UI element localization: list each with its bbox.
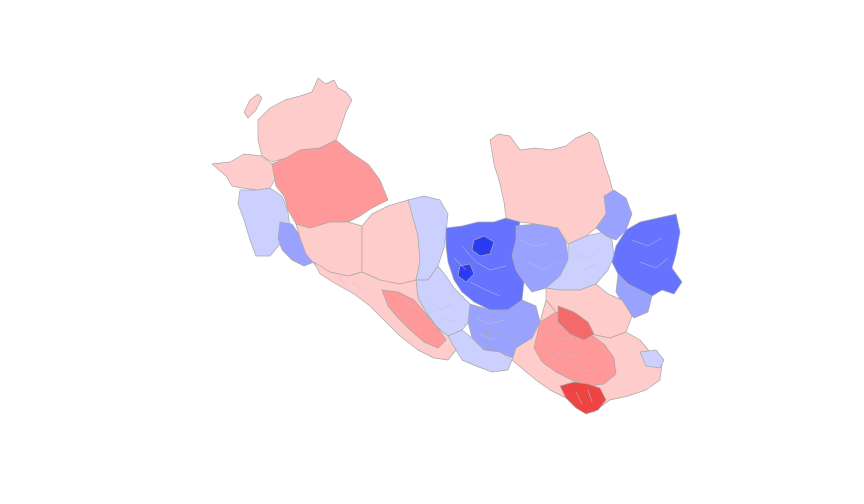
region-northwest-islet[interactable] xyxy=(243,93,263,119)
region-northeast-blue-strong[interactable] xyxy=(611,213,683,297)
region-southeast-red-strong[interactable] xyxy=(557,305,595,341)
region-northwest-center[interactable] xyxy=(271,139,389,229)
region-southeast-blue-edge[interactable] xyxy=(639,349,665,369)
region-northwest-north[interactable] xyxy=(257,77,353,163)
region-northwest-west[interactable] xyxy=(211,153,277,191)
region-southwest-coast-red[interactable] xyxy=(381,289,447,349)
region-northeast-blue-mid[interactable] xyxy=(595,189,633,241)
municipal-borders xyxy=(337,237,669,405)
region-central-blue-max[interactable] xyxy=(471,235,495,257)
region-central-blue-max-2[interactable] xyxy=(457,263,475,283)
region-south-blue-light-coast[interactable] xyxy=(447,329,513,373)
region-westcoast-inner[interactable] xyxy=(277,221,315,267)
region-central-lavender[interactable] xyxy=(407,195,449,281)
region-southeast-red-max[interactable] xyxy=(559,381,607,415)
